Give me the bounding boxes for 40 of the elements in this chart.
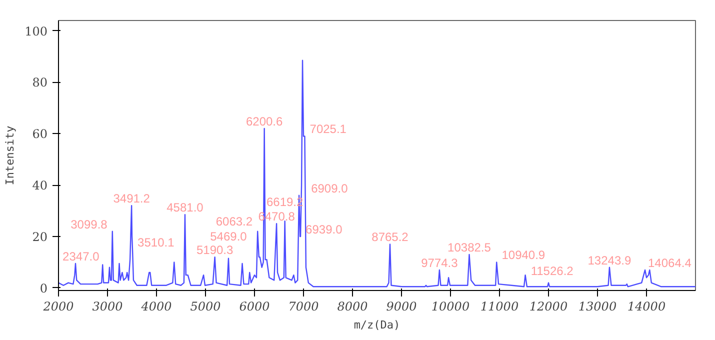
annotation: 10940.9 [502, 248, 546, 262]
y-tick-label: 40 [32, 178, 48, 193]
x-tick-label: 4000 [140, 300, 172, 314]
annotation: 6909.0 [311, 181, 348, 196]
annotation: 7025.1 [310, 122, 347, 136]
x-tick-label: 3000 [92, 300, 124, 314]
annotation: 6063.2 [216, 214, 253, 228]
annotation: 9774.3 [421, 256, 458, 270]
annotation: 5190.3 [196, 243, 234, 258]
annotation: 5469.0 [210, 229, 248, 244]
annotation: 3099.8 [70, 217, 108, 232]
x-tick-label: 5000 [190, 300, 222, 314]
x-tick-label: 13000 [578, 300, 617, 314]
annotation: 8765.2 [372, 230, 409, 244]
annotation: 13243.9 [588, 253, 632, 268]
x-tick-label: 2000 [42, 300, 74, 314]
y-tick-label: 100 [24, 24, 48, 38]
annotation: 3491.2 [113, 192, 150, 206]
x-tick-label: 10000 [431, 300, 470, 314]
line-series [58, 60, 696, 288]
annotation: 6200.6 [246, 114, 284, 128]
x-tick-label: 7000 [288, 300, 320, 314]
x-tick-label: 6000 [239, 300, 270, 314]
y-axis-title: Intensity [4, 125, 17, 186]
x-tick-label: 8000 [337, 300, 368, 314]
y-tick-label: 0 [40, 281, 48, 296]
x-tick-label: 11000 [480, 300, 519, 314]
x-tick-label: 9000 [386, 300, 418, 314]
y-tick-label: 60 [32, 127, 48, 142]
x-tick-label: 12000 [529, 300, 568, 314]
annotation: 11526.2 [530, 264, 574, 278]
annotation: 2347.0 [62, 250, 100, 264]
annotation: 3510.1 [138, 235, 175, 250]
annotation: 4581.0 [166, 200, 204, 215]
x-tick-label: 14000 [627, 300, 666, 314]
annotation: 14064.4 [648, 256, 692, 270]
annotation: 10382.5 [448, 240, 492, 254]
y-tick-label: 20 [32, 230, 48, 244]
y-tick-label: 80 [32, 76, 48, 90]
x-axis-title: m/z(Da) [354, 318, 400, 332]
